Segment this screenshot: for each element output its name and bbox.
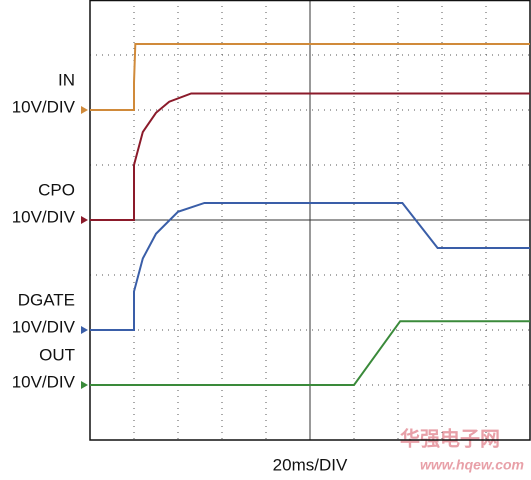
series-name: CPO (38, 180, 75, 199)
ground-marker (81, 106, 88, 114)
series-name: IN (58, 70, 75, 89)
series-scale: 10V/DIV (12, 317, 76, 336)
ground-marker (81, 326, 88, 334)
trace (90, 92, 530, 221)
trace (90, 201, 530, 331)
series-name: DGATE (18, 290, 75, 309)
watermark-title: 华强电子网 (400, 426, 500, 450)
trace (90, 320, 530, 386)
series-scale: 10V/DIV (12, 372, 76, 391)
ground-marker (81, 381, 88, 389)
trace (90, 43, 530, 111)
series-scale: 10V/DIV (12, 207, 76, 226)
x-axis-label: 20ms/DIV (273, 455, 348, 474)
series-scale: 10V/DIV (12, 97, 76, 116)
ground-marker (81, 216, 88, 224)
series-name: OUT (39, 345, 75, 364)
watermark-url: www.hqew.com (420, 457, 524, 473)
